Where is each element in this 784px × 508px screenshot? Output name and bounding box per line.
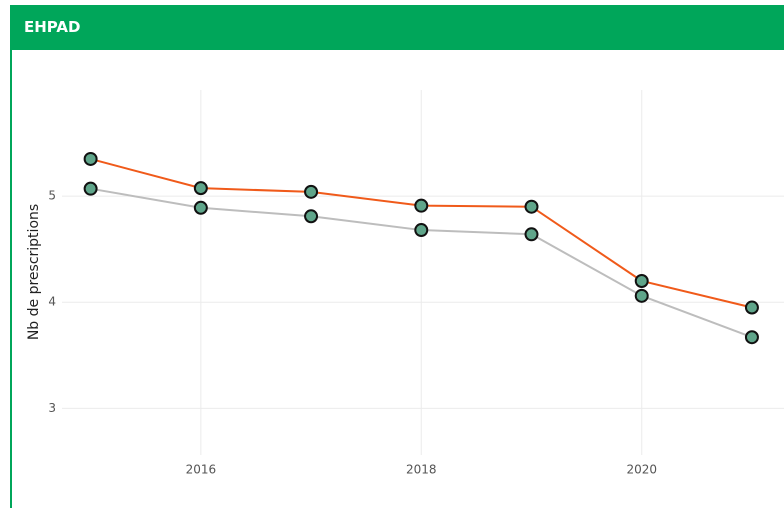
point: [634, 288, 649, 303]
point: [83, 151, 98, 166]
x-tick-label: 2016: [186, 463, 217, 477]
point: [744, 300, 759, 315]
y-axis-label: Nb de prescriptions: [26, 204, 42, 340]
y-tick-label: 3: [48, 401, 56, 415]
point: [414, 223, 429, 238]
point: [744, 330, 759, 345]
point: [193, 181, 208, 196]
y-tick-label: 4: [48, 295, 56, 309]
card: EHPAD: [10, 5, 784, 508]
x-tick-label: 2018: [406, 463, 437, 477]
card-header: EHPAD: [12, 5, 784, 50]
point: [524, 199, 539, 214]
point: [304, 184, 319, 199]
point: [304, 209, 319, 224]
point: [524, 227, 539, 242]
x-tick-label: 2020: [626, 463, 657, 477]
y-tick-label: 5: [48, 189, 56, 203]
point: [634, 273, 649, 288]
point: [83, 181, 98, 196]
point: [193, 200, 208, 215]
point: [414, 198, 429, 213]
